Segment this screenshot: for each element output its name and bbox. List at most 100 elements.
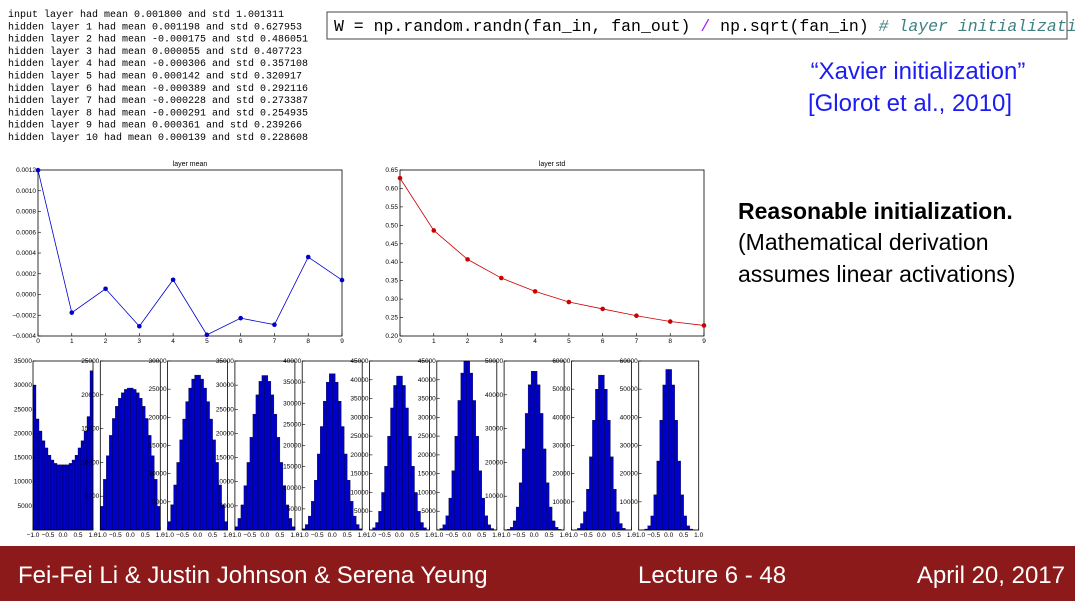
y-tick-label: 10000 — [149, 471, 167, 478]
histogram-bar — [115, 406, 119, 531]
data-point — [238, 315, 243, 321]
data-line — [399, 177, 705, 326]
x-tick-label: −1.0 — [632, 532, 645, 539]
histogram-bar — [350, 501, 354, 531]
histogram-bar — [270, 394, 275, 531]
y-tick-label: 10000 — [552, 499, 570, 506]
chart-title: layer std — [539, 161, 566, 168]
histogram-bar — [554, 527, 559, 531]
histogram-bar — [396, 375, 400, 531]
histogram-bar — [109, 435, 113, 531]
data-point — [305, 254, 311, 260]
data-point — [634, 313, 639, 319]
y-tick-label: 45000 — [350, 358, 368, 365]
x-tick-label: −0.5 — [580, 532, 593, 539]
histogram-bar — [326, 381, 330, 531]
y-tick-label: 10000 — [14, 479, 32, 486]
histogram-bar — [124, 389, 128, 531]
histogram-bar — [44, 447, 49, 531]
histogram-bar — [38, 430, 43, 531]
x-tick-label: 5 — [205, 338, 209, 345]
code-operator: / — [700, 17, 710, 36]
x-tick-label: 0.0 — [58, 532, 67, 539]
histogram-bar — [551, 520, 556, 531]
data-point — [600, 306, 605, 312]
histogram-bar — [86, 416, 91, 531]
histogram-bar — [662, 384, 666, 531]
data-point — [272, 322, 277, 327]
y-tick-label: 0.0000 — [16, 292, 36, 299]
x-tick-label: 0.0 — [664, 532, 673, 539]
histogram-bar — [68, 463, 73, 531]
histogram-bar — [139, 398, 143, 531]
histogram-bar — [586, 489, 590, 531]
histogram-bar — [106, 455, 110, 531]
x-tick-label: 1.0 — [358, 532, 367, 539]
histogram-bar — [323, 400, 327, 531]
x-tick-label: 3 — [500, 338, 504, 345]
y-tick-label: 15000 — [283, 464, 301, 471]
y-tick-label: 15000 — [81, 426, 99, 433]
histogram-bar — [420, 522, 424, 531]
y-tick-label: 5000 — [421, 508, 436, 515]
histogram-bar — [320, 426, 324, 531]
histogram-bar — [200, 378, 204, 531]
footer-date: April 20, 2017 — [917, 562, 1065, 589]
y-tick-label: 60000 — [552, 358, 570, 365]
histogram-bar — [112, 418, 116, 531]
y-tick-label: 30000 — [350, 414, 368, 421]
x-tick-label: 0.0 — [193, 532, 202, 539]
y-tick-label: 10000 — [620, 499, 638, 506]
data-point — [499, 275, 504, 281]
x-tick-label: −0.5 — [176, 532, 189, 539]
y-tick-label: 15000 — [14, 455, 32, 462]
histogram-bar — [264, 375, 269, 531]
y-tick-label: 25000 — [216, 406, 234, 413]
y-tick-label: 20000 — [620, 471, 638, 478]
histogram-bar — [521, 448, 526, 531]
histogram-bar — [356, 524, 360, 531]
histogram-bar — [595, 389, 599, 531]
histogram-bar — [619, 523, 623, 531]
log-line: hidden layer 10 had mean 0.000139 and st… — [8, 132, 308, 144]
histogram-bar — [533, 370, 538, 531]
y-tick-label: 30000 — [149, 358, 167, 365]
histogram-bar — [668, 369, 672, 531]
histogram-bar — [335, 381, 339, 531]
histogram-bar — [592, 419, 596, 531]
histogram-bar — [83, 430, 88, 531]
x-tick-label: −1.0 — [161, 532, 174, 539]
x-tick-label: −0.5 — [647, 532, 660, 539]
histogram-bar — [487, 524, 491, 531]
histogram-bar — [182, 418, 186, 531]
histogram-bar — [142, 406, 146, 531]
histogram-bar — [384, 466, 388, 531]
x-tick-label: 1.0 — [560, 532, 569, 539]
histogram-bar — [74, 455, 79, 531]
histogram-bar — [252, 413, 257, 531]
x-tick-label: 8 — [668, 338, 672, 345]
y-tick-label: 30000 — [485, 426, 503, 433]
x-tick-label: 1 — [432, 338, 436, 345]
histogram-bar — [674, 419, 678, 531]
y-tick-label: 35000 — [283, 379, 301, 386]
x-tick-label: −0.5 — [445, 532, 458, 539]
y-tick-label: 50000 — [620, 386, 638, 393]
plot-frame — [399, 169, 705, 337]
x-tick-label: −1.0 — [430, 532, 443, 539]
x-tick-label: 1.0 — [492, 532, 501, 539]
histogram-bar — [206, 401, 210, 531]
x-tick-label: 0.0 — [597, 532, 606, 539]
histogram-bar — [341, 426, 345, 531]
histogram-bar — [347, 479, 351, 531]
histogram-bar — [311, 501, 315, 531]
histogram-bar — [157, 506, 161, 531]
data-point — [170, 277, 176, 283]
x-tick-label: 9 — [340, 338, 344, 345]
x-tick-label: 0.5 — [545, 532, 554, 539]
code-text: W = np.random.randn(fan_in, fan_out) — [334, 17, 700, 36]
histogram-bar — [607, 419, 611, 531]
histogram-bar — [445, 515, 449, 531]
log-line: input layer had mean 0.001800 and std 1.… — [8, 9, 284, 21]
histogram-bar — [305, 524, 309, 531]
